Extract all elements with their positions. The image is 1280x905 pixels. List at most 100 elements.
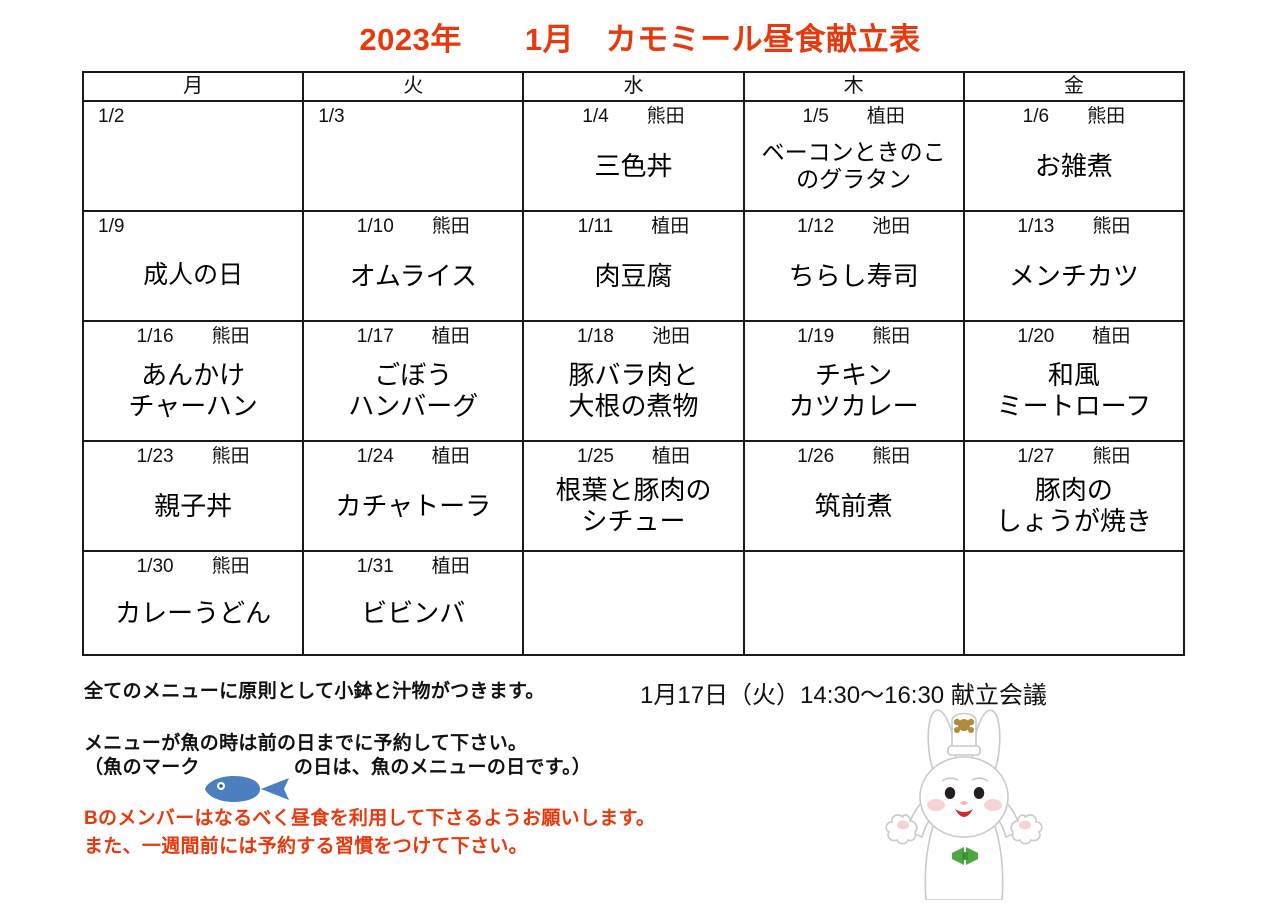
day-date-and-staff: 1/23 熊田 [136,446,250,467]
calendar-day-cell[interactable]: 1/11 植田 肉豆腐 [522,210,745,322]
day-date-and-staff: 1/10 熊田 [356,216,470,237]
calendar-week-row: 1/30 熊田 カレーうどん 1/31 植田 ビビンバ [81,550,1186,656]
day-menu-text: ビビンバ [361,597,466,628]
column-header-friday: 金 [962,71,1186,102]
note-meeting-schedule: 1月17日（火）14:30〜16:30 献立会議 [640,682,1047,709]
calendar-week-row: 1/2 1/3 1/4 熊田 三色丼 1/5 植田 ベーコンときのこ のグラタン 1/6 熊… [81,100,1186,212]
calendar-day-cell[interactable] [742,550,965,656]
day-date-and-staff: 1/17 植田 [356,326,470,347]
calendar-day-cell[interactable]: 1/27 熊田 豚肉の しょうが焼き [962,440,1186,552]
day-date-and-staff: 1/19 熊田 [797,326,911,347]
day-menu-text: カレーうどん [115,597,272,628]
day-cell-inner: 1/23 熊田親子丼 [84,442,302,550]
day-cell-inner: 1/25 植田根葉と豚肉の シチュー [524,442,742,550]
day-cell-inner: 1/24 植田 カチャトーラ [304,442,522,550]
day-date-and-staff: 1/9 [98,216,125,237]
column-header-thursday: 木 [742,71,965,102]
day-menu-text: あんかけ チャーハン [128,360,258,421]
calendar-day-cell[interactable]: 1/26 熊田筑前煮 [742,440,965,552]
day-cell-inner: 1/13 熊田 メンチカツ [965,212,1183,320]
day-cell-inner: 1/20 植田 和風 ミートローフ [965,322,1183,440]
day-cell-inner: 1/17 植田ごぼう ハンバーグ [304,322,522,440]
calendar-day-cell[interactable]: 1/5 植田 ベーコンときのこ のグラタン [742,100,965,212]
calendar-day-cell[interactable]: 1/31 植田ビビンバ [302,550,525,656]
calendar-day-cell[interactable]: 1/3 [302,100,525,212]
calendar-day-cell[interactable]: 1/18 池田豚バラ肉と 大根の煮物 [522,320,745,442]
day-date-and-staff: 1/6 熊田 [1022,106,1126,127]
day-menu-text: 根葉と豚肉の シチュー [555,475,712,536]
calendar-day-cell[interactable]: 1/17 植田ごぼう ハンバーグ [302,320,525,442]
calendar-day-cell[interactable]: 1/6 熊田お雑煮 [962,100,1186,212]
day-date-and-staff: 1/26 熊田 [797,446,911,467]
column-header-monday: 月 [81,71,305,102]
day-date-and-staff: 1/30 熊田 [136,556,250,577]
calendar-day-cell[interactable]: 1/19 熊田 チキン カツカレー [742,320,965,442]
day-date-and-staff: 1/31 植田 [356,556,470,577]
calendar-day-cell[interactable] [522,550,745,656]
day-menu-text: 肉豆腐 [594,260,673,291]
day-cell-inner: 1/18 池田豚バラ肉と 大根の煮物 [524,322,742,440]
calendar-day-cell[interactable]: 1/23 熊田親子丼 [81,440,305,552]
day-cell-inner: 1/26 熊田筑前煮 [745,442,963,550]
day-menu-text: メンチカツ [1008,260,1139,291]
calendar-body: 1/2 1/3 1/4 熊田 三色丼 1/5 植田 ベーコンときのこ のグラタン 1/6 熊… [81,100,1186,656]
day-date-and-staff: 1/12 池田 [797,216,911,237]
day-date-and-staff: 1/16 熊田 [136,326,250,347]
day-cell-inner: 1/4 熊田三色丼 [524,102,742,210]
calendar-day-cell[interactable]: 1/30 熊田カレーうどん [81,550,305,656]
day-cell-inner: 1/12 池田 ちらし寿司 [745,212,963,320]
calendar-week-row: 1/16 熊田 あんかけ チャーハン 1/17 植田 ごぼう ハンバーグ 1/18 池田… [81,320,1186,442]
calendar-day-cell[interactable]: 1/2 [81,100,305,212]
day-menu-text: 豚バラ肉と 大根の煮物 [568,360,699,421]
day-menu-text [84,128,302,210]
day-cell-inner: 1/5 植田 ベーコンときのこ のグラタン [745,102,963,210]
day-menu-text: 筑前煮 [814,490,893,521]
day-cell-inner: 1/11 植田 肉豆腐 [524,212,742,320]
day-date-and-staff: 1/18 池田 [576,326,690,347]
day-date-and-staff: 1/4 熊田 [582,106,685,127]
day-menu-text [304,128,522,210]
lunch-menu-calendar: 月 火 水 木 金 1/2 1/3 1/4 熊田 三色丼 1/5 植田 ベーコンときのこ … [81,71,1186,656]
note-red-request: Bのメンバーはなるべく昼食を利用して下さるようお願いします。 また、一週間前には… [84,808,656,857]
day-cell-inner: 1/31 植田ビビンバ [304,552,522,654]
calendar-day-cell[interactable]: 1/24 植田 カチャトーラ [302,440,525,552]
day-date-and-staff: 1/25 植田 [576,446,690,467]
calendar-day-cell[interactable]: 1/16 熊田あんかけ チャーハン [81,320,305,442]
day-cell-inner: 1/6 熊田お雑煮 [965,102,1183,210]
day-cell-inner [745,552,963,654]
calendar-day-cell[interactable]: 1/12 池田 ちらし寿司 [742,210,965,322]
calendar-day-cell[interactable] [962,550,1186,656]
calendar-day-cell[interactable]: 1/25 植田根葉と豚肉の シチュー [522,440,745,552]
fish-icon [204,754,290,802]
day-menu-text: 親子丼 [154,490,233,521]
day-menu-text [745,556,963,654]
note-fish-reservation: メニューが魚の時は前の日までに予約して下さい。 [84,733,528,754]
day-date-and-staff: 1/2 [98,106,125,127]
day-menu-text: 和風 ミートローフ [996,360,1152,421]
day-cell-inner [524,552,742,654]
calendar-day-cell[interactable]: 1/9 成人の日 [81,210,305,322]
day-menu-text: 三色丼 [594,150,673,181]
calendar-day-cell[interactable]: 1/10 熊田オムライス [302,210,525,322]
calendar-day-cell[interactable]: 1/13 熊田 メンチカツ [962,210,1186,322]
calendar-day-cell[interactable]: 1/4 熊田三色丼 [522,100,745,212]
day-cell-inner: 1/10 熊田オムライス [304,212,522,320]
calendar-day-cell[interactable]: 1/20 植田 和風 ミートローフ [962,320,1186,442]
day-menu-text: お雑煮 [1034,150,1113,181]
calendar-week-row: 1/9 成人の日 1/10 熊田 オムライス 1/11 植田 肉豆腐 1/12 池田 ちらし寿… [81,210,1186,322]
calendar-week-row: 1/23 熊田 親子丼 1/24 植田 カチャトーラ 1/25 植田 根葉と豚肉の シチュ… [81,440,1186,552]
day-cell-inner: 1/9 成人の日 [84,212,302,320]
note-fish-mark-suffix: の日は、魚のメニューの日です。） [293,757,592,778]
day-menu-text [524,556,742,654]
day-cell-inner [965,552,1183,654]
note-fish-mark-prefix: （魚のマーク [84,757,200,778]
day-cell-inner: 1/16 熊田あんかけ チャーハン [84,322,302,440]
day-date-and-staff: 1/24 植田 [356,446,470,467]
rabbit-mascot-illustration [856,705,1086,901]
day-menu-text: オムライス [349,260,477,291]
day-menu-text: ごぼう ハンバーグ [348,360,479,421]
day-cell-inner: 1/19 熊田 チキン カツカレー [745,322,963,440]
day-date-and-staff: 1/3 [318,106,345,127]
day-menu-text [965,556,1183,654]
